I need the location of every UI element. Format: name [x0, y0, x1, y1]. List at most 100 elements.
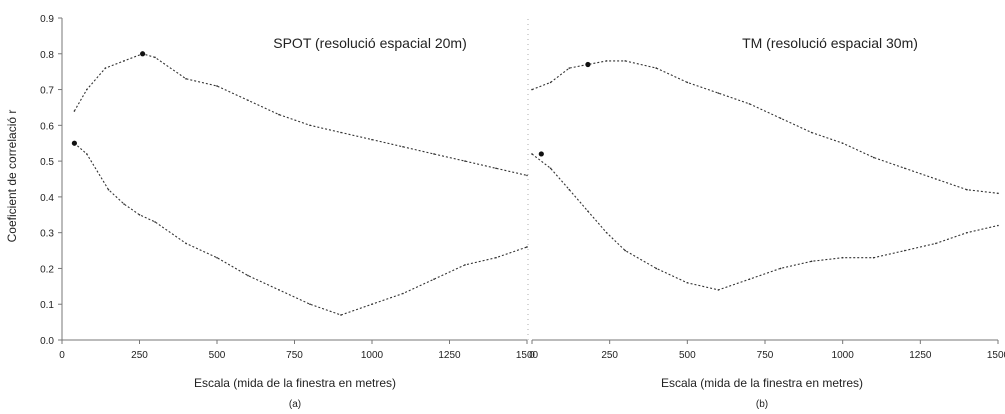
- series-1-point: [495, 167, 497, 170]
- x-tick-label: 1250: [438, 350, 461, 361]
- series-2-point: [779, 267, 782, 270]
- series-2-point: [278, 289, 280, 291]
- series-1-point: [624, 60, 626, 62]
- series-2-point: [717, 289, 720, 291]
- x-tick-label: 1000: [832, 350, 855, 361]
- series-1-point: [371, 138, 373, 141]
- x-tick-label: 0: [59, 350, 65, 361]
- series-2-point: [123, 203, 125, 205]
- x-tick-label: 750: [286, 350, 303, 361]
- series-1-point: [779, 117, 782, 119]
- series-1-point: [549, 81, 552, 84]
- series-1-point: [278, 113, 280, 116]
- series-2-point: [686, 281, 689, 284]
- series-1-point: [104, 67, 107, 69]
- y-tick-label: 0.3: [40, 229, 54, 240]
- series-2-point: [402, 292, 404, 295]
- series-1-point: [717, 92, 720, 94]
- series-2-point: [549, 167, 552, 170]
- chart-title: SPOT (resolució espacial 20m): [273, 35, 466, 51]
- series-2-point: [185, 242, 187, 245]
- y-tick-label: 0.0: [40, 336, 54, 347]
- y-tick-label: 0.6: [40, 121, 54, 132]
- series-1-point: [748, 103, 751, 105]
- series-1-point: [966, 188, 968, 191]
- series-1-point: [185, 78, 187, 80]
- x-tick-label: 250: [601, 350, 618, 361]
- y-tick-label: 0.9: [40, 14, 54, 25]
- series-1-point: [464, 160, 466, 162]
- series-1-point: [810, 131, 813, 134]
- series-line-1: [531, 60, 999, 194]
- series-1-point: [997, 192, 999, 195]
- series-2-point: [624, 249, 626, 252]
- y-tick-label: 0.8: [40, 50, 54, 61]
- series-2-point: [966, 231, 968, 234]
- series-2-point: [605, 231, 608, 234]
- series-1-point: [433, 153, 435, 155]
- series-2-point: [154, 221, 156, 223]
- series-1-point: [841, 142, 844, 145]
- series-2-point: [340, 314, 342, 316]
- series-2-point: [810, 260, 813, 263]
- y-axis-label: Coeficient de correlació r: [5, 110, 19, 243]
- series-line-2: [531, 153, 999, 291]
- chart-title: TM (resolució espacial 30m): [742, 35, 918, 51]
- series-2-point: [904, 249, 906, 252]
- series-line-2: [74, 142, 528, 316]
- series-1-max-marker: [585, 61, 591, 68]
- panel-sublabel: (a): [289, 399, 301, 410]
- series-2-point: [433, 278, 435, 280]
- x-axis-label: Escala (mida de la finestra en metres): [194, 376, 396, 390]
- series-1-point: [605, 60, 608, 62]
- series-2-point: [935, 242, 937, 245]
- series-1-point: [73, 110, 76, 112]
- series-2-point: [371, 303, 373, 306]
- series-1-point: [123, 60, 125, 62]
- series-1-point: [568, 67, 571, 69]
- y-tick-label: 0.7: [40, 86, 54, 97]
- y-tick-label: 0.2: [40, 264, 54, 275]
- series-1-point: [531, 88, 533, 91]
- series-1-point: [872, 156, 875, 159]
- x-tick-label: 500: [209, 350, 226, 361]
- series-2-point: [526, 246, 528, 248]
- series-1-point: [247, 99, 249, 102]
- series-1-point: [935, 178, 937, 180]
- series-2-point: [247, 274, 249, 277]
- series-1-point: [216, 85, 218, 87]
- series-2-point: [107, 188, 110, 191]
- panel-sublabel: (b): [756, 399, 768, 410]
- series-2-point: [86, 153, 88, 155]
- chart-panel-spot: 0 250 500 750 1000 1250 1500 0.0 0.1 0.2 0.3 0.4 0.5…: [40, 14, 538, 410]
- series-1-point: [904, 167, 906, 170]
- series-1-point: [86, 88, 88, 91]
- series-2-point: [587, 210, 589, 212]
- series-1-point: [402, 146, 404, 148]
- series-1-max-marker: [140, 51, 146, 57]
- series-1-point: [686, 81, 689, 84]
- chart-panel-tm: 0 250 500 750 1000 1250 1500 TM (resolució espa…: [527, 18, 1005, 410]
- x-tick-label: 250: [131, 350, 148, 361]
- series-2-max-marker: [71, 140, 77, 146]
- x-tick-label: 1500: [987, 350, 1005, 361]
- x-tick-label: 500: [679, 350, 696, 361]
- y-tick-label: 0.1: [40, 300, 54, 311]
- series-line-1: [73, 53, 528, 176]
- series-2-point: [309, 303, 311, 306]
- series-2-point: [138, 213, 141, 216]
- series-2-point: [464, 264, 466, 266]
- series-2-point: [748, 278, 751, 280]
- y-tick-label: 0.5: [40, 157, 54, 168]
- series-2-point: [568, 188, 571, 191]
- series-2-point: [872, 256, 875, 259]
- series-1-point: [154, 56, 156, 59]
- x-tick-label: 0: [529, 350, 535, 361]
- y-tick-label: 0.4: [40, 193, 54, 204]
- series-1-point: [526, 174, 528, 177]
- series-2-point: [216, 256, 218, 259]
- x-tick-label: 1000: [361, 350, 384, 361]
- series-1-point: [340, 131, 342, 134]
- series-2-point: [655, 267, 658, 270]
